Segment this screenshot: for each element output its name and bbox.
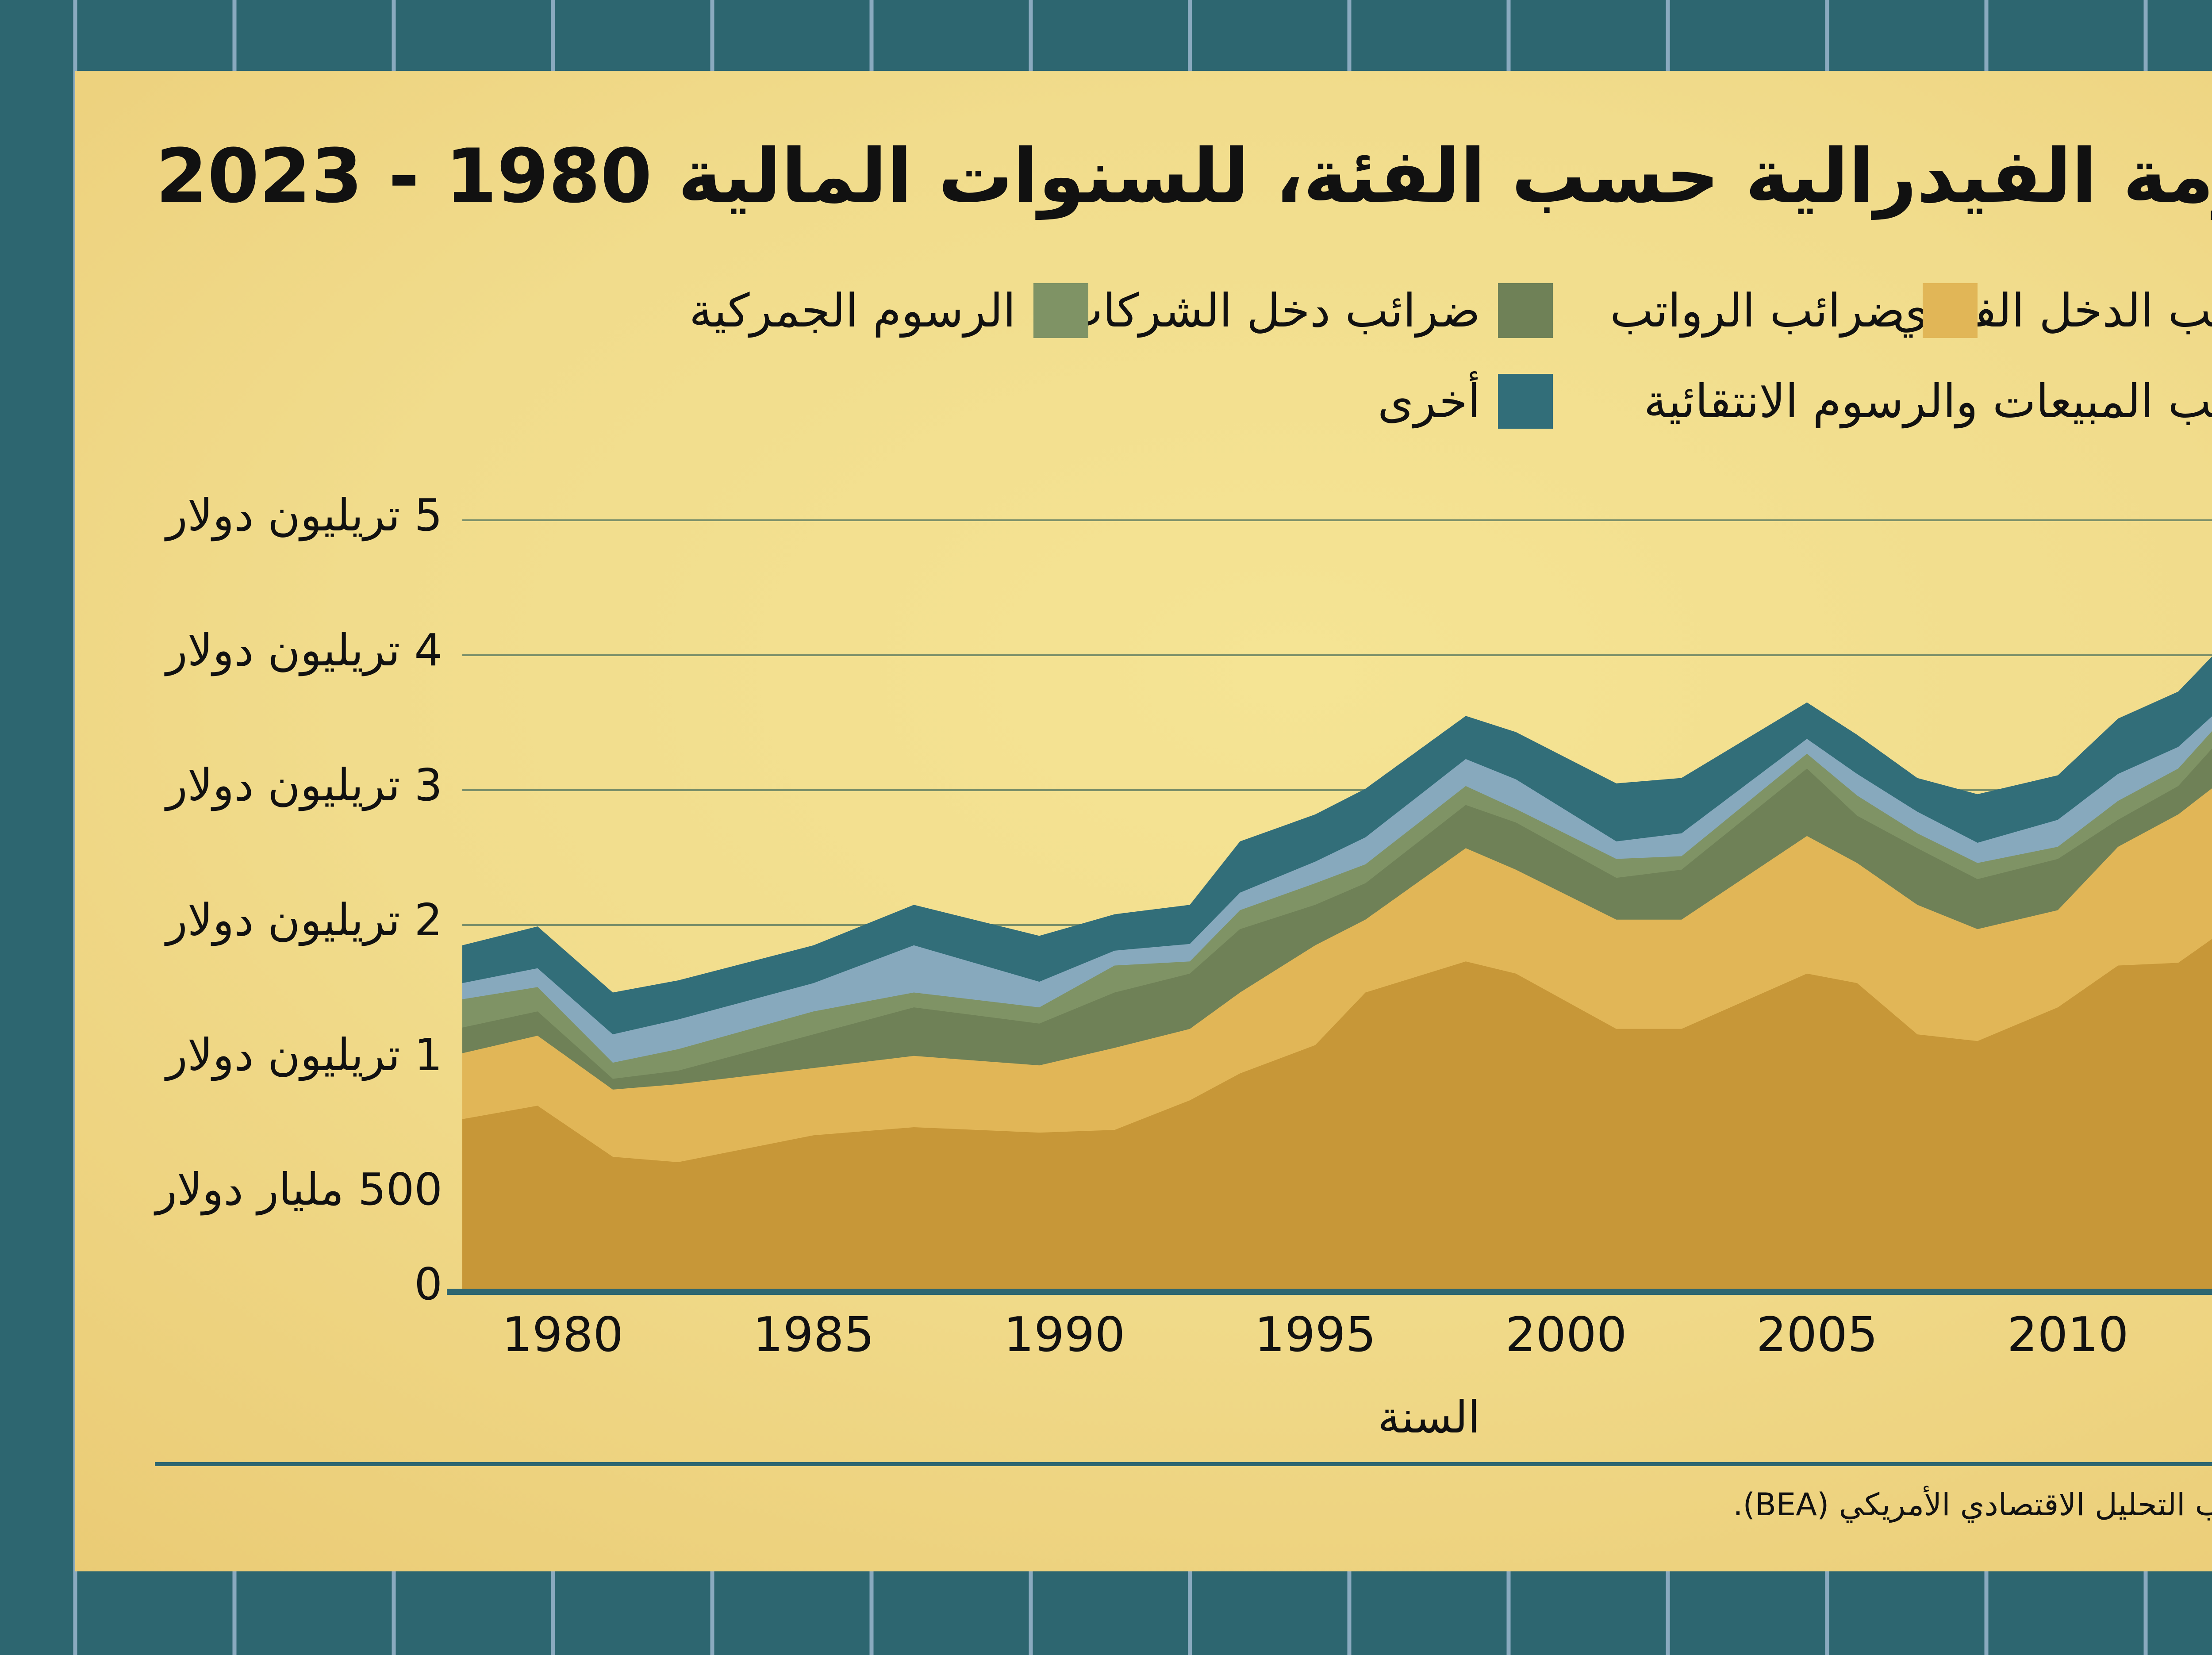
legend-swatch — [1498, 283, 1553, 338]
y-tick-label: 500 مليار دولار — [155, 1163, 442, 1215]
legend-label: أخرى — [1378, 374, 1480, 428]
x-tick-label: 1990 — [1003, 1307, 1125, 1363]
area-series-1 — [462, 939, 2212, 1289]
x-tick-label: 1995 — [1254, 1307, 1376, 1363]
legend-swatch — [1923, 283, 1978, 338]
y-tick-label: 1 تريليون دولار — [166, 1029, 442, 1081]
y-tick-label: 2 تريليون دولار — [166, 894, 442, 946]
legend-item: الرسوم الجمركية — [689, 283, 1088, 338]
legend-label: ضرائب المبيعات والرسوم الانتقائية — [1644, 374, 2212, 428]
legend-label: ضرائب الرواتب — [1610, 284, 1905, 338]
legend-item: أخرى — [1378, 374, 1553, 429]
legend-swatch — [1498, 374, 1553, 429]
legend-item: ضرائب دخل الشركات — [1060, 283, 1553, 338]
source-note: المصدر: وزارة الخزانة الأمريكية، ومكتب ا… — [1733, 1486, 2212, 1523]
x-axis-title: السنة — [1378, 1391, 1480, 1443]
x-tick-label: 1985 — [753, 1307, 875, 1363]
y-tick-label: 5 تريليون دولار — [166, 489, 442, 541]
legend-item: ضرائب الرواتب — [1610, 283, 1978, 338]
x-tick-label: 2010 — [2007, 1307, 2129, 1363]
x-tick-label: 2005 — [1756, 1307, 1878, 1363]
chart-title: إيرادات الحكومة الفيدرالية حسب الفئة، لل… — [156, 133, 2212, 219]
divider-line — [155, 1462, 2212, 1466]
x-tick-label: 2000 — [1505, 1307, 1627, 1363]
legend-swatch — [1033, 283, 1088, 338]
legend-item: ضرائب المبيعات والرسوم الانتقائية — [1644, 374, 2212, 429]
y-tick-label: 0 — [414, 1258, 442, 1310]
legend-label: الرسوم الجمركية — [689, 284, 1016, 338]
legend-label: ضرائب دخل الشركات — [1060, 284, 1480, 338]
x-tick-label: 1980 — [502, 1307, 624, 1363]
y-tick-label: 4 تريليون دولار — [166, 624, 442, 676]
y-tick-label: 3 تريليون دولار — [166, 759, 442, 811]
